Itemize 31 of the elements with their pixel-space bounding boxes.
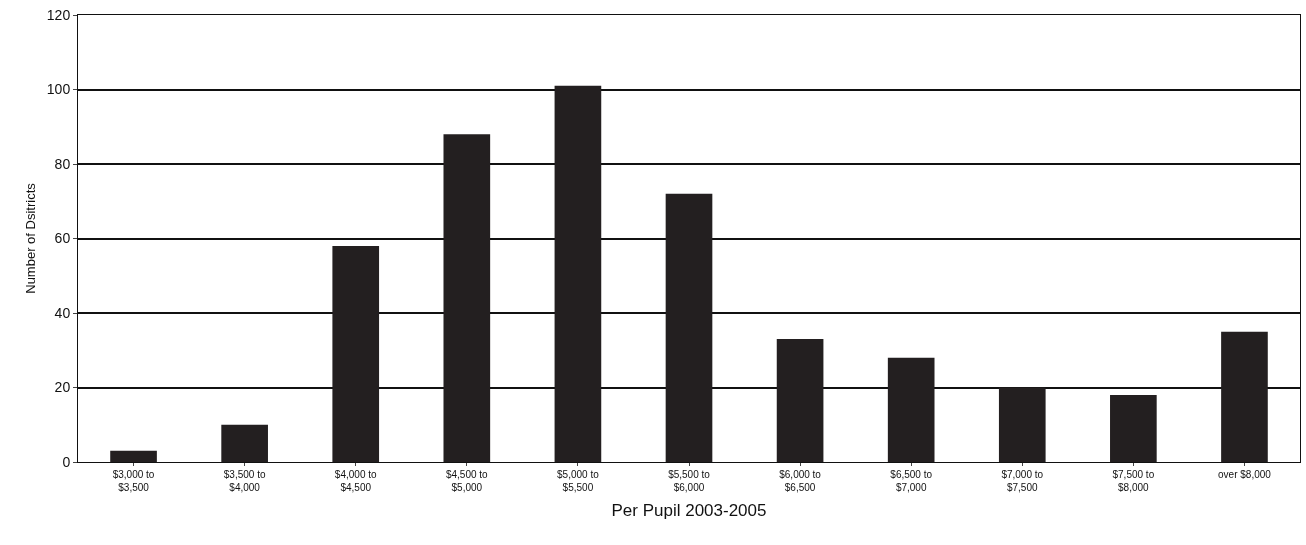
x-tick-label: $4,500 to $5,000 — [445, 469, 489, 493]
y-tick-label: 0 — [62, 453, 71, 470]
bar — [665, 193, 713, 462]
bar — [776, 339, 824, 462]
bar — [1110, 394, 1157, 462]
x-tick-label: $6,500 to $7,000 — [890, 469, 933, 493]
y-tick-label: 120 — [46, 6, 71, 23]
x-tick-label: over $8,000 — [1218, 469, 1272, 480]
x-tick-label: $7,000 to $7,500 — [1001, 469, 1044, 493]
bar — [443, 134, 491, 462]
bar — [1221, 331, 1268, 462]
bar — [332, 245, 380, 462]
x-axis-title: Per Pupil 2003-2005 — [611, 501, 767, 521]
x-tick-label: $5,500 to $6,000 — [668, 469, 711, 493]
y-tick-label: 40 — [54, 304, 71, 321]
x-tick-label: $3,000 to $3,500 — [112, 469, 155, 493]
bar — [554, 85, 602, 462]
x-tick-label: $5,000 to $5,500 — [557, 469, 600, 493]
bar — [221, 424, 268, 462]
y-tick-label: 60 — [54, 230, 71, 247]
y-tick-label: 80 — [54, 155, 71, 172]
bar — [998, 387, 1046, 462]
x-tick-label: $7,500 to $8,000 — [1112, 469, 1155, 493]
y-axis-title: Number of Dsitricts — [22, 182, 38, 294]
x-tick-label: $3,500 to $4,000 — [223, 469, 266, 493]
bar — [887, 357, 935, 462]
x-tick-label: $6,000 to $6,500 — [779, 469, 822, 493]
x-tick-label: $4,000 to $4,500 — [334, 469, 378, 493]
bar — [110, 450, 157, 462]
y-tick-label: 100 — [46, 81, 71, 98]
y-tick-label: 20 — [54, 379, 71, 396]
